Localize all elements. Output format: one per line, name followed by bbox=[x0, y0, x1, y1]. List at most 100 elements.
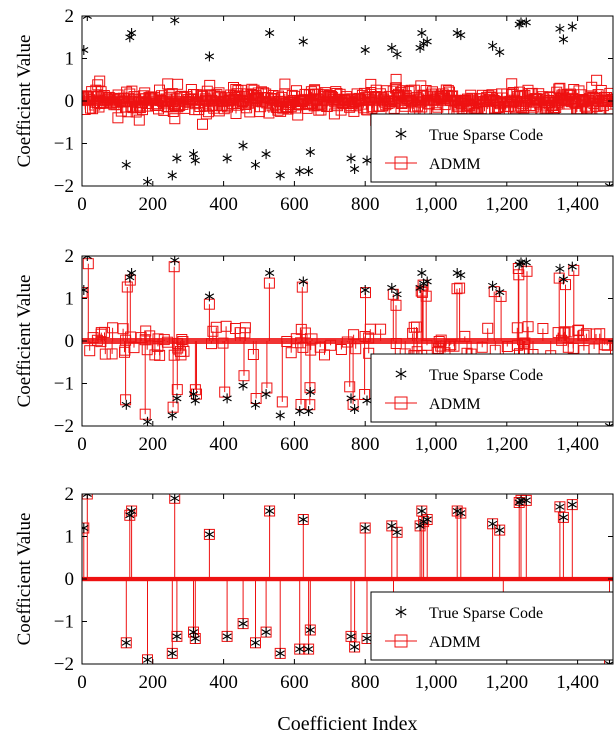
admm-point bbox=[92, 79, 104, 91]
admm-point bbox=[158, 334, 170, 346]
asterisk-stroke bbox=[360, 287, 370, 293]
true-code-point bbox=[417, 506, 427, 516]
true-code-point bbox=[250, 159, 261, 170]
asterisk-stroke bbox=[456, 272, 466, 279]
asterisk-stroke bbox=[488, 520, 498, 527]
admm-point bbox=[521, 265, 533, 277]
true-code-point bbox=[142, 654, 153, 664]
legend: True Sparse Code ADMM bbox=[370, 591, 614, 661]
plot-area bbox=[82, 494, 613, 664]
asterisk-stroke bbox=[167, 412, 177, 419]
admm-point bbox=[191, 388, 202, 400]
asterisk-stroke bbox=[395, 608, 407, 616]
true-code-point bbox=[190, 633, 200, 644]
y-axis-label: Coefficient Value bbox=[14, 513, 35, 646]
admm-point bbox=[239, 322, 251, 334]
asterisk-stroke bbox=[567, 263, 577, 270]
asterisk-stroke bbox=[392, 291, 402, 298]
asterisk-stroke bbox=[275, 172, 285, 179]
asterisk-stroke bbox=[142, 418, 153, 425]
true-code-point bbox=[415, 520, 425, 531]
admm-point bbox=[415, 80, 427, 92]
admm-point bbox=[200, 108, 212, 120]
admm-point bbox=[365, 78, 377, 90]
asterisk-stroke bbox=[387, 284, 397, 291]
admm-point bbox=[319, 349, 330, 361]
asterisk-stroke bbox=[303, 168, 314, 175]
true-code-point bbox=[275, 170, 285, 181]
admm-point bbox=[238, 370, 250, 382]
legend-label: True Sparse Code bbox=[429, 605, 543, 622]
true-code-point bbox=[170, 494, 180, 504]
admm-point bbox=[599, 339, 611, 351]
asterisk-stroke bbox=[514, 499, 524, 506]
true-code-point bbox=[204, 291, 215, 302]
true-code-point bbox=[303, 166, 314, 177]
admm-point bbox=[363, 332, 375, 344]
y-tick-label: 2 bbox=[65, 246, 75, 267]
true-code-point bbox=[250, 637, 261, 648]
true-code-point bbox=[555, 263, 565, 274]
admm-point bbox=[522, 321, 534, 333]
asterisk-stroke bbox=[346, 633, 356, 640]
asterisk-stroke bbox=[142, 656, 153, 663]
admm-point bbox=[501, 341, 513, 352]
admm-point bbox=[421, 339, 433, 351]
true-code-point bbox=[295, 406, 305, 417]
admm-point bbox=[206, 338, 217, 350]
asterisk-stroke bbox=[204, 293, 215, 300]
y-tick-label: −1 bbox=[54, 374, 74, 395]
asterisk-stroke bbox=[417, 508, 427, 514]
true-code-point bbox=[305, 147, 315, 157]
admm-point bbox=[112, 112, 124, 124]
y-tick-label: 0 bbox=[65, 569, 75, 590]
admm-point bbox=[537, 323, 549, 334]
asterisk-stroke bbox=[167, 172, 177, 179]
admm-point bbox=[416, 286, 428, 298]
admm-point bbox=[513, 269, 525, 281]
asterisk-stroke bbox=[295, 408, 305, 415]
true-code-point bbox=[295, 644, 305, 655]
asterisk-stroke bbox=[415, 284, 425, 291]
asterisk-stroke bbox=[349, 644, 360, 650]
true-code-point bbox=[172, 393, 182, 404]
asterisk-stroke bbox=[121, 161, 131, 168]
asterisk-stroke bbox=[261, 391, 271, 398]
asterisk-stroke bbox=[82, 256, 89, 259]
asterisk-stroke bbox=[349, 406, 360, 412]
x-axis-label: Coefficient Index bbox=[277, 713, 417, 735]
x-tick-label: 1,400 bbox=[556, 672, 599, 693]
asterisk-stroke bbox=[456, 510, 466, 517]
true-code-point bbox=[360, 45, 370, 55]
x-tick-label: 1,000 bbox=[415, 672, 458, 693]
asterisk-stroke bbox=[346, 155, 356, 162]
legend-label: True Sparse Code bbox=[429, 367, 543, 384]
legend: True Sparse Code ADMM bbox=[370, 353, 614, 423]
true-code-point bbox=[349, 642, 360, 652]
admm-point bbox=[139, 408, 151, 420]
y-tick-label: 1 bbox=[65, 527, 75, 548]
true-code-point bbox=[188, 389, 199, 400]
asterisk-stroke bbox=[417, 270, 427, 276]
asterisk-stroke bbox=[265, 508, 275, 514]
legend-asterisk-icon bbox=[395, 128, 407, 140]
asterisk-stroke bbox=[125, 274, 135, 281]
true-code-point bbox=[567, 21, 577, 32]
admm-point bbox=[601, 339, 613, 351]
asterisk-stroke bbox=[360, 525, 370, 531]
admm-point bbox=[506, 78, 518, 90]
asterisk-stroke bbox=[514, 21, 524, 28]
true-code-point bbox=[126, 28, 137, 38]
asterisk-stroke bbox=[204, 531, 215, 538]
asterisk-stroke bbox=[395, 370, 407, 378]
admm-point bbox=[389, 82, 401, 94]
true-code-point bbox=[82, 285, 89, 295]
true-code-point bbox=[495, 47, 505, 58]
admm-point bbox=[304, 399, 316, 411]
true-code-point bbox=[346, 393, 356, 404]
asterisk-stroke bbox=[604, 423, 611, 426]
asterisk-stroke bbox=[608, 423, 613, 426]
admm-point bbox=[172, 78, 184, 90]
admm-point bbox=[306, 333, 318, 345]
